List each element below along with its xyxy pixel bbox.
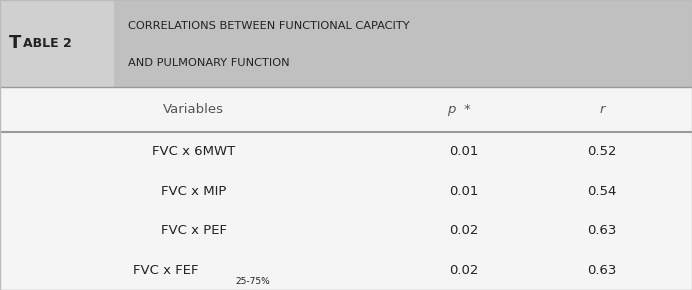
Text: 0.63: 0.63 — [588, 264, 617, 277]
Text: FVC x 6MWT: FVC x 6MWT — [152, 145, 235, 158]
Text: FVC x PEF: FVC x PEF — [161, 224, 227, 237]
Text: 0.54: 0.54 — [588, 185, 617, 198]
Bar — [0, 0, 114, 87]
Text: FVC x MIP: FVC x MIP — [161, 185, 226, 198]
Bar — [114, 0, 692, 87]
Bar — [0, 87, 692, 290]
Text: FVC x FEF: FVC x FEF — [134, 264, 199, 277]
Text: 0.01: 0.01 — [449, 185, 478, 198]
Text: ABLE 2: ABLE 2 — [23, 37, 71, 50]
Text: 0.01: 0.01 — [449, 145, 478, 158]
Text: r: r — [599, 103, 605, 116]
Text: T: T — [9, 35, 21, 52]
Text: 0.02: 0.02 — [449, 224, 478, 237]
Text: *: * — [464, 103, 471, 116]
Text: 25-75%: 25-75% — [235, 277, 270, 286]
Text: p: p — [447, 103, 455, 116]
Text: 0.02: 0.02 — [449, 264, 478, 277]
Text: AND PULMONARY FUNCTION: AND PULMONARY FUNCTION — [128, 58, 290, 68]
Text: 0.63: 0.63 — [588, 224, 617, 237]
Text: CORRELATIONS BETWEEN FUNCTIONAL CAPACITY: CORRELATIONS BETWEEN FUNCTIONAL CAPACITY — [128, 21, 410, 31]
Text: Variables: Variables — [163, 103, 224, 116]
Text: 0.52: 0.52 — [588, 145, 617, 158]
